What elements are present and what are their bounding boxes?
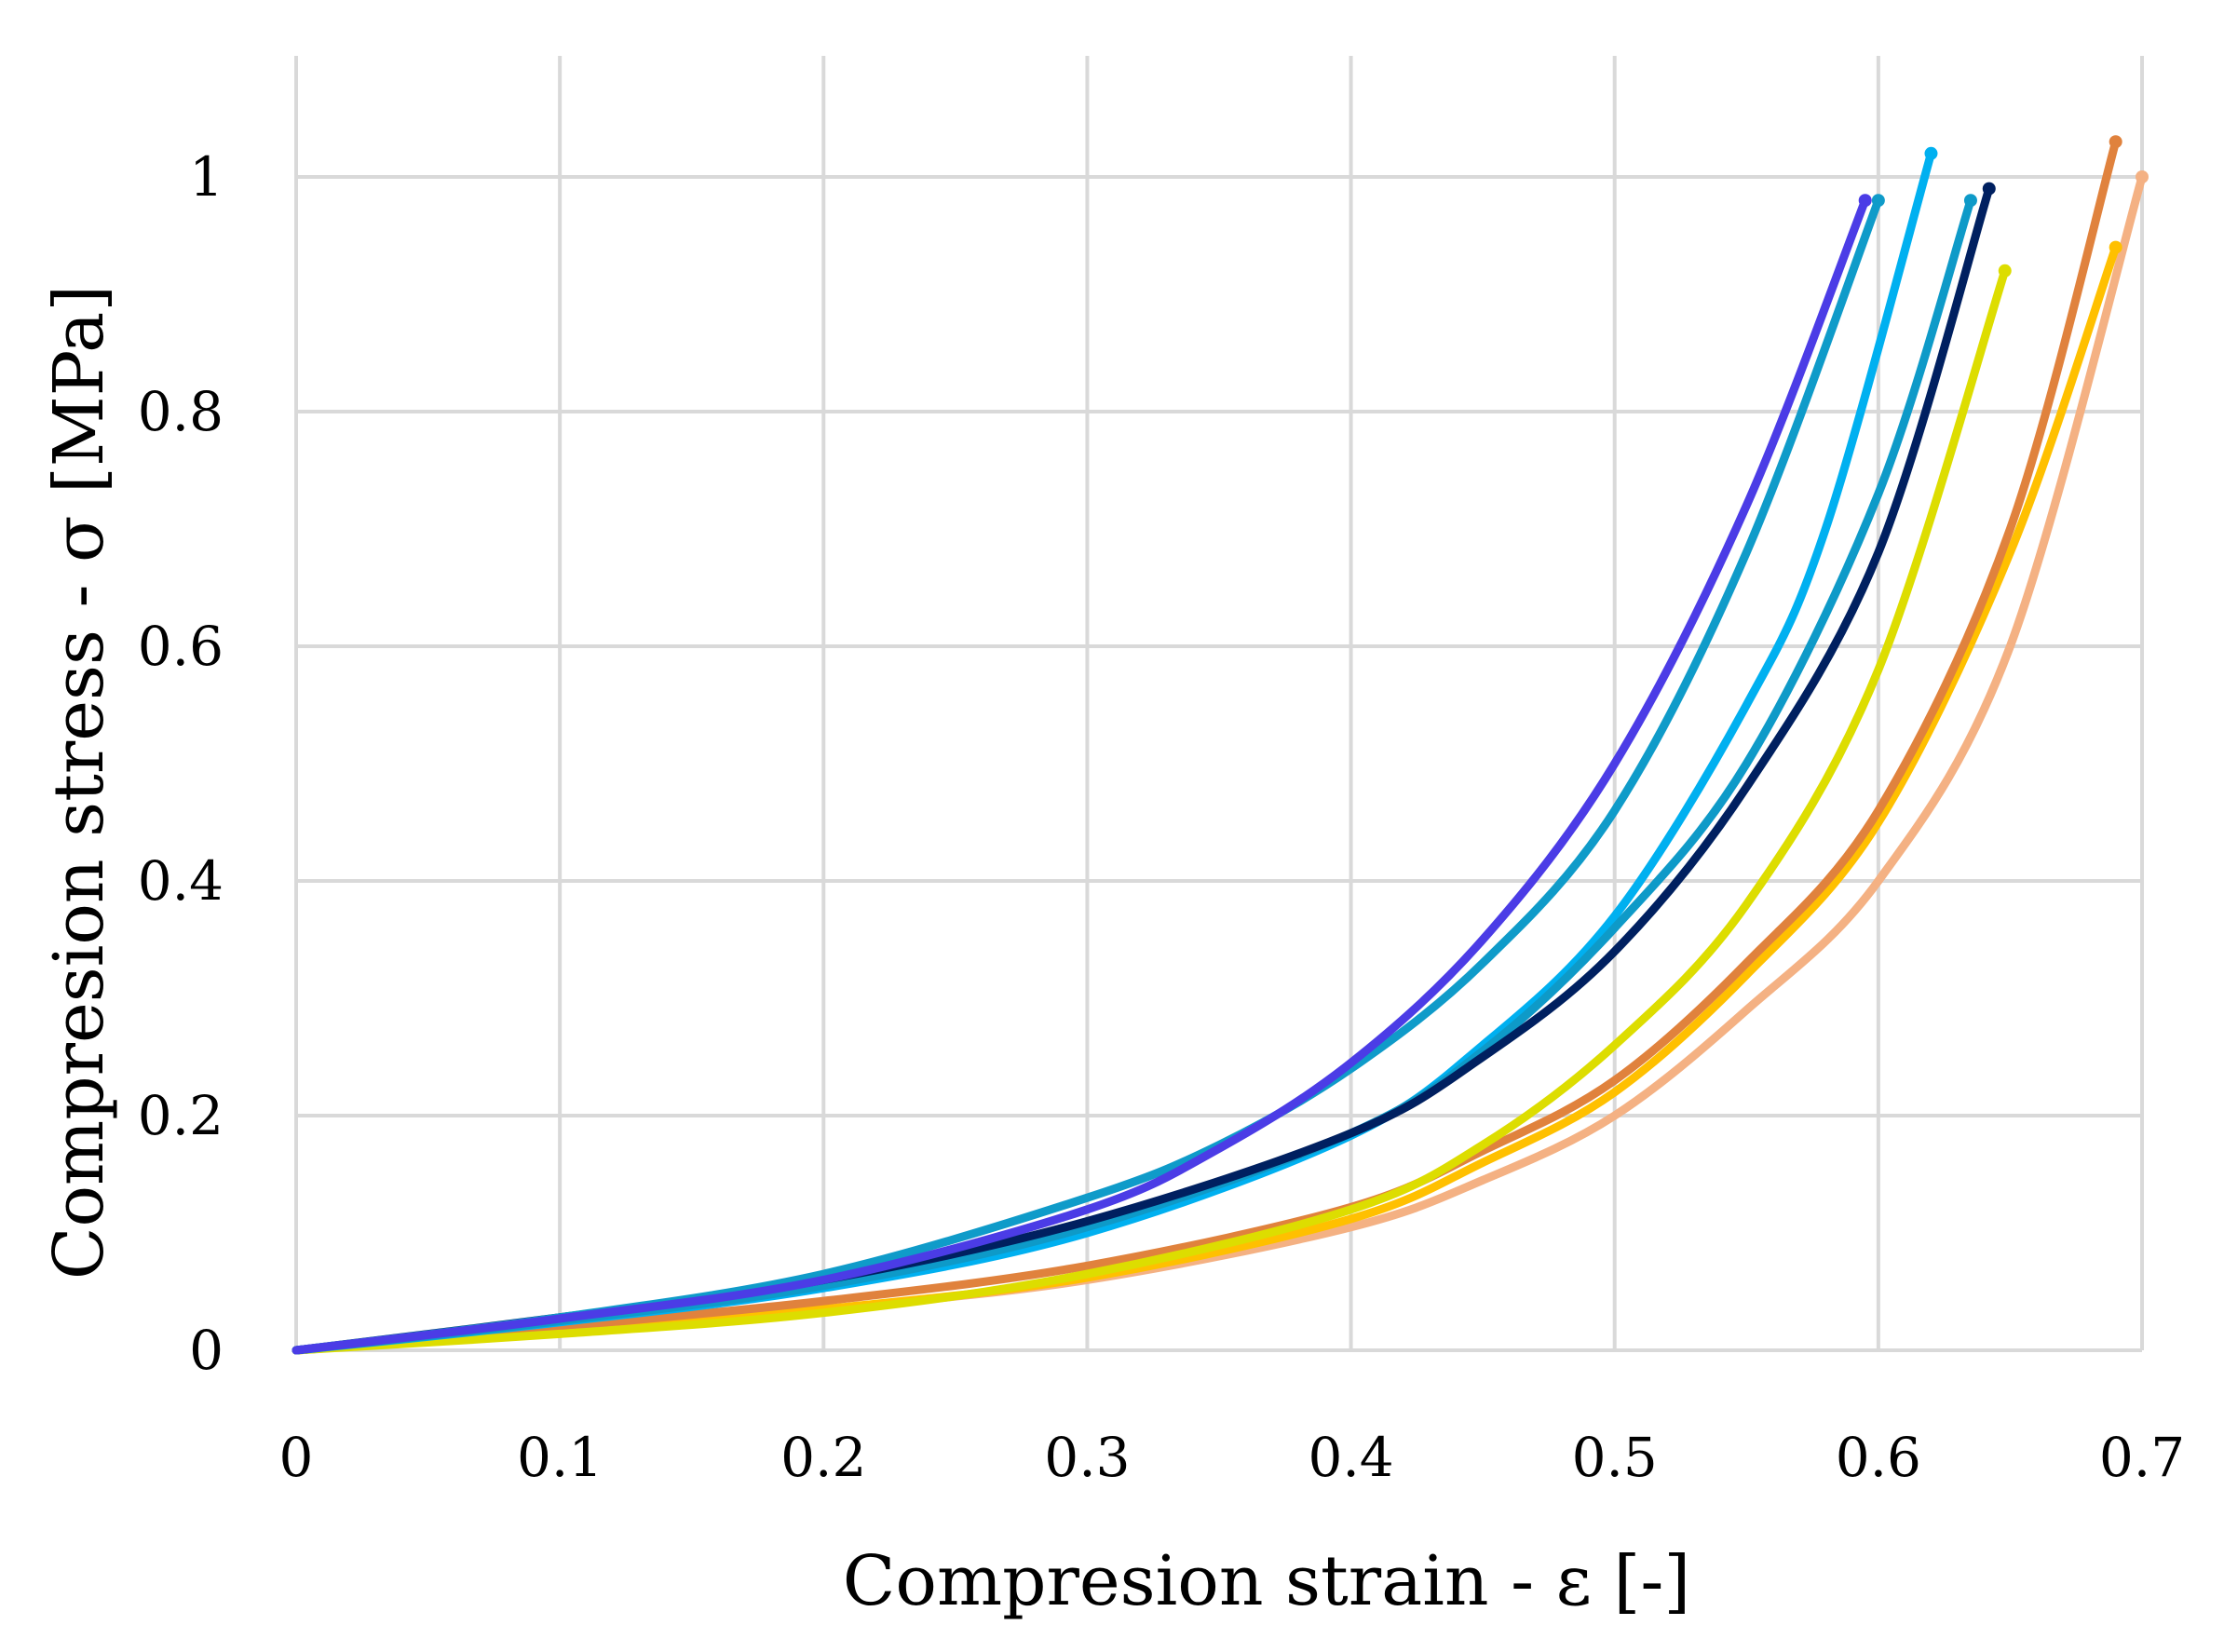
series-endpoint-sample-2	[2109, 240, 2122, 254]
x-tick-label: 0.4	[1308, 1426, 1393, 1489]
series-line-sample-5	[292, 149, 1935, 1355]
x-axis-title: Compresion strain - ε [-]	[843, 1541, 1690, 1621]
series-endpoint-sample-9	[1858, 194, 1872, 208]
series-endpoint-sample-1	[2136, 170, 2149, 183]
series-line-sample-3	[292, 137, 2121, 1355]
x-axis-ticks: 0 0.1 0.2 0.3 0.4 0.5 0.6 0.7	[279, 1426, 2186, 1489]
x-tick-label: 0.2	[780, 1426, 866, 1489]
y-tick-label: 1	[189, 145, 224, 209]
x-tick-label: 0.7	[2099, 1426, 2185, 1489]
series-endpoint-sample-6	[1963, 194, 1977, 208]
x-tick-label: 0.1	[517, 1426, 603, 1489]
series-line-sample-1	[292, 172, 2147, 1355]
x-tick-label: 0.6	[1836, 1426, 1921, 1489]
series-endpoint-sample-3	[2109, 135, 2122, 149]
series-layer	[292, 135, 2149, 1355]
y-axis-title: Compresion stress - σ [MPa]	[39, 285, 119, 1280]
series-line-sample-9	[292, 196, 1870, 1355]
x-tick-label: 0	[279, 1426, 314, 1489]
series-endpoint-sample-7	[1982, 182, 1996, 196]
grid	[294, 56, 2144, 1352]
series-endpoint-sample-8	[1871, 194, 1885, 208]
y-tick-label: 0.4	[138, 849, 224, 913]
x-tick-label: 0.5	[1572, 1426, 1658, 1489]
y-tick-label: 0.6	[138, 615, 224, 678]
series-line-sample-4	[292, 266, 2010, 1355]
y-tick-label: 0.8	[138, 380, 224, 443]
y-tick-label: 0	[189, 1319, 224, 1382]
series-endpoint-sample-4	[1998, 264, 2012, 278]
y-axis-ticks: 0 0.2 0.4 0.6 0.8 1	[138, 145, 224, 1382]
y-tick-label: 0.2	[138, 1084, 224, 1147]
x-tick-label: 0.3	[1044, 1426, 1130, 1489]
series-endpoint-sample-5	[1924, 146, 1938, 160]
